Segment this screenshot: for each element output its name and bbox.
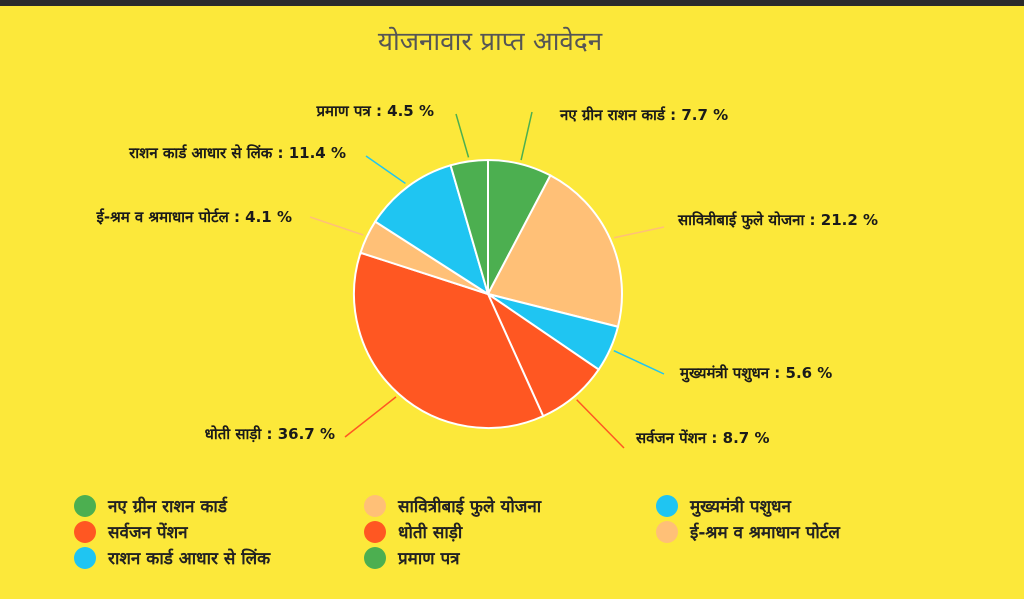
leader-line-1 [520,111,533,161]
leader-line-7 [365,155,406,185]
data-label-7: राशन कार्ड आधार से लिंक : 11.4 % [128,144,346,162]
data-label-2: सावित्रीबाई फुले योजना : 21.2 % [677,211,878,230]
pie-slice-2 [486,174,623,328]
pie-slice-5 [353,251,545,429]
leader-line-5 [344,396,397,438]
chart-title: योजनावार प्राप्त आवेदन [377,27,603,57]
leader-line-8 [455,113,470,158]
leader-line-2 [613,226,665,239]
top-bar [0,0,1024,6]
data-label-3: मुख्यमंत्री पशुधन : 5.6 % [679,364,832,383]
pie-slice-8 [449,158,489,295]
leader-line-4 [576,399,625,449]
data-label-8: प्रमाण पत्र : 4.5 % [315,102,434,120]
data-label-5: धोती साड़ी : 36.7 % [205,425,335,443]
data-label-1: नए ग्रीन राशन कार्ड : 7.7 % [559,106,728,124]
data-label-6: ई-श्रम व श्रमाधान पोर्टल : 4.1 % [96,208,293,226]
leader-line-3 [613,349,665,375]
leader-line-6 [309,216,364,236]
data-label-4: सर्वजन पेंशन : 8.7 % [635,429,769,447]
